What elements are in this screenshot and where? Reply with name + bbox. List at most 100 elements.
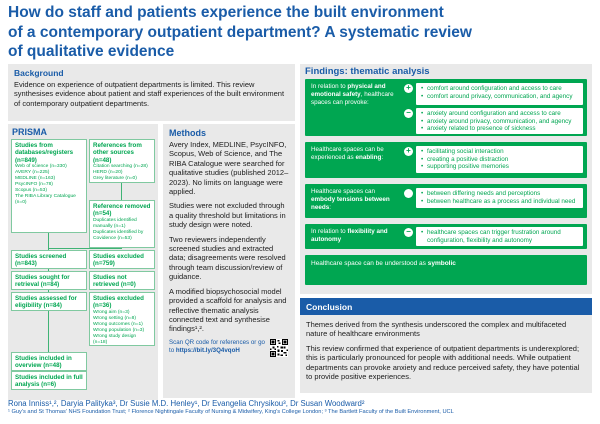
flow-connector	[48, 233, 49, 250]
prisma-box-title: Studies screened (n=843)	[15, 253, 67, 268]
prisma-box-title: References from other sources (n=48)	[93, 142, 142, 164]
title-line-3: of qualitative evidence	[8, 43, 175, 60]
label-text: In relation to	[311, 83, 348, 90]
qr-code	[270, 338, 288, 357]
findings-block-safety: In relation to physical and emotional sa…	[305, 79, 587, 136]
prisma-box-item: Wrong aim (n=3)	[93, 309, 130, 315]
prisma-box-title: Studies excluded (n=36)	[93, 295, 144, 310]
conclusion-section: Conclusion Themes derived from the synth…	[300, 298, 592, 393]
conclusion-body: Themes derived from the synthesis unders…	[300, 315, 592, 393]
label-bold: flexibility and autonomy	[311, 228, 388, 243]
prisma-box-item: Wrong population (n=3)	[93, 327, 145, 333]
background-body: Evidence on experience of outpatient dep…	[14, 80, 285, 108]
methods-section: Methods Avery Index, MEDLINE, PsycINFO, …	[163, 124, 295, 398]
prisma-box-item: The RIBA Library Catalogue (n=0)	[15, 194, 76, 206]
footer: Rona Inniss¹,², Daryia Palityka³, Dr Sus…	[8, 399, 594, 416]
findings-negative-box: anxiety around configuration and access …	[416, 108, 583, 134]
findings-block-label: Healthcare spaces can embody tensions be…	[311, 188, 400, 211]
prisma-box-item: HERD (n=20)	[93, 170, 123, 176]
flow-connector	[121, 183, 122, 200]
prisma-section: PRISMA Studies from databases/registers …	[8, 124, 158, 400]
prisma-box-title: Studies included in full analysis (n=6)	[15, 374, 83, 389]
minus-icon: −	[404, 227, 413, 237]
prisma-box-item: Duplicates identified by Covidence (n=53…	[93, 229, 144, 241]
finding-item: anxiety around configuration and access …	[420, 110, 579, 118]
prisma-box-item: Grey literature (n=0)	[93, 176, 137, 182]
methods-paragraph: Studies were not excluded through a qual…	[169, 201, 286, 230]
prisma-box-title: Studies sought for retrieval (n=84)	[15, 274, 70, 289]
finding-item: between differing needs and perceptions	[420, 190, 579, 198]
flow-connector	[48, 290, 49, 292]
label-text: Healthcare spaces can be experienced as	[311, 146, 384, 161]
prisma-box-title: Studies excluded (n=759)	[93, 253, 144, 268]
qr-link[interactable]: https://bit.ly/3Q4vqoH	[175, 346, 240, 354]
plus-icon: +	[404, 146, 413, 156]
finding-item: anxiety related to presence of sickness	[420, 125, 579, 133]
plus-icon: +	[404, 83, 413, 93]
prisma-box-full-analysis: Studies included in full analysis (n=6)	[11, 371, 87, 390]
page-title: How do staff and patients experience the…	[8, 3, 583, 62]
label-bold: embody tensions between needs	[311, 195, 390, 211]
label-text: Healthcare space can be understood as	[311, 260, 428, 267]
prisma-box-item: Wrong outcomes (n=1)	[93, 321, 143, 327]
prisma-box-item: MEDLINE (n=163)	[15, 176, 56, 182]
findings-block-enabling: Healthcare spaces can be experienced as …	[305, 142, 587, 178]
title-line-2: of a contemporary outpatient department?…	[8, 23, 472, 41]
prisma-box-databases: Studies from databases/registers (n=849)…	[11, 139, 87, 233]
label-text: :	[329, 203, 331, 211]
prisma-box-item: Wrong setting (n=8)	[93, 315, 136, 321]
findings-block-label: In relation to flexibility and autonomy	[311, 228, 400, 244]
prisma-box-item: Scopus (n=53)	[15, 188, 47, 194]
label-text: In relation to	[311, 228, 348, 235]
conclusion-heading: Conclusion	[300, 298, 592, 315]
findings-section: Findings: thematic analysis In relation …	[300, 64, 592, 294]
background-section: Background Evidence on experience of out…	[8, 64, 295, 121]
findings-positive-box: facilitating social interaction creating…	[416, 146, 583, 173]
findings-negative-box: healthcare spaces can trigger frustratio…	[416, 227, 583, 246]
conclusion-paragraph: This review confirmed that experience of…	[306, 343, 580, 382]
background-heading: Background	[14, 68, 64, 78]
finding-item: facilitating social interaction	[420, 148, 579, 156]
prisma-heading: PRISMA	[12, 127, 48, 137]
prisma-box-item: PsycINFO (n=78)	[15, 182, 53, 188]
label-text: , healthcare spaces can provoke:	[311, 90, 394, 106]
prisma-box-item: Citation searching (n=28)	[93, 164, 148, 170]
finding-item: comfort around configuration and access …	[420, 85, 579, 93]
finding-item: creating a positive distraction	[420, 156, 579, 164]
methods-heading: Methods	[169, 128, 206, 138]
qr-note: Scan QR code for references or go to htt…	[169, 339, 265, 355]
findings-positive-box: comfort around configuration and access …	[416, 83, 583, 105]
prisma-box-excluded-screening: Studies excluded (n=759)	[89, 250, 155, 269]
methods-paragraph: Avery Index, MEDLINE, PsycINFO, Scopus, …	[169, 140, 289, 197]
finding-item: anxiety around privacy, communication, a…	[420, 118, 579, 126]
prisma-box-item: AVERY (n=225)	[15, 170, 50, 176]
conclusion-paragraph: Themes derived from the synthesis unders…	[306, 320, 567, 339]
prisma-box-item: Wrong study design (n=18)	[93, 333, 137, 345]
authors-line: Rona Inniss¹,², Daryia Palityka³, Dr Sus…	[8, 399, 365, 408]
finding-item: supporting positive memories	[420, 163, 579, 171]
prisma-box-sought: Studies sought for retrieval (n=84)	[11, 271, 87, 290]
findings-block-label: Healthcare spaces can be experienced as …	[311, 146, 400, 162]
qr-note-text: Scan QR code for references or go to	[169, 338, 265, 354]
label-bold: symbolic	[427, 260, 456, 267]
affiliations-line: ¹ Guy's and St Thomas' NHS Foundation Tr…	[8, 409, 454, 415]
finding-item: healthcare spaces can trigger frustratio…	[420, 229, 579, 244]
flow-connector	[48, 248, 122, 249]
prisma-box-title: Studies from databases/registers (n=849)	[15, 142, 74, 164]
title-line-1: How do staff and patients experience the…	[8, 4, 444, 21]
flow-connector	[48, 311, 49, 352]
prisma-box-eligibility: Studies assessed for eligibility (n=84)	[11, 292, 87, 311]
finding-item: between healthcare as a process and indi…	[420, 198, 579, 206]
flow-connector	[48, 269, 49, 271]
prisma-box-other-sources: References from other sources (n=48) Cit…	[89, 139, 155, 183]
prisma-box-title: Studies included in overview (n=48)	[15, 355, 72, 370]
prisma-box-item: Web of science (n=330)	[15, 164, 67, 170]
findings-block-flexibility: In relation to flexibility and autonomy …	[305, 224, 587, 249]
methods-paragraph: A modified biopsychosocial model provide…	[169, 286, 287, 334]
prisma-box-not-retrieved: Studies not retrieved (n=0)	[89, 271, 155, 290]
prisma-box-removed: Reference removed (n=54) Duplicates iden…	[89, 200, 155, 248]
findings-block-label: In relation to physical and emotional sa…	[311, 83, 400, 106]
prisma-box-item: Duplicates identified manually (n=1)	[93, 217, 137, 229]
qr-row: Scan QR code for references or go to htt…	[169, 338, 289, 357]
